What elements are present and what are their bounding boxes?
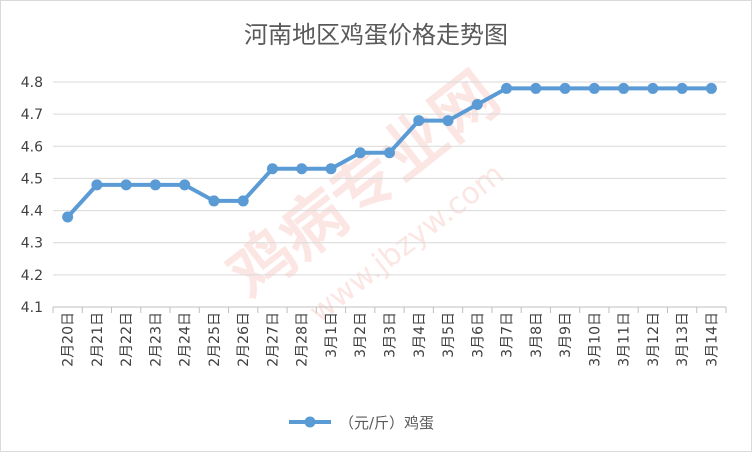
data-point[interactable] (501, 82, 513, 94)
data-point[interactable] (62, 211, 74, 223)
x-tick-label: 2月23日 (148, 312, 164, 367)
legend-marker-swatch (304, 416, 316, 428)
x-tick-label: 3月10日 (587, 312, 603, 367)
x-tick-label: 3月4日 (412, 312, 428, 358)
x-tick-label: 3月12日 (646, 312, 662, 367)
x-tick-label: 3月3日 (383, 312, 399, 358)
x-tick-label: 2月28日 (295, 312, 311, 367)
data-point[interactable] (91, 179, 103, 191)
x-tick-label: 3月6日 (470, 312, 486, 358)
x-axis (52, 306, 727, 313)
x-tick-label: 3月9日 (558, 312, 574, 358)
x-tick-label: 3月11日 (617, 312, 633, 367)
x-tick-label: 3月13日 (675, 312, 691, 367)
data-point[interactable] (296, 163, 308, 175)
data-point[interactable] (120, 179, 132, 191)
data-point[interactable] (179, 179, 191, 191)
x-tick-label: 3月8日 (529, 312, 545, 358)
x-tick-label: 3月1日 (324, 312, 340, 358)
y-axis-ticks: 4.1 4.2 4.3 4.4 4.5 4.6 4.7 4.8 (21, 75, 43, 316)
x-tick-label: 2月20日 (61, 312, 77, 367)
x-tick-label: 3月7日 (500, 312, 516, 358)
legend[interactable]: （元/斤）鸡蛋 (289, 414, 434, 432)
watermark: 鸡病专业网 www.jbzyw.com (215, 58, 513, 330)
data-point[interactable] (354, 147, 366, 159)
data-point[interactable] (705, 82, 717, 94)
data-point[interactable] (149, 179, 161, 191)
y-tick-label: 4.3 (21, 236, 43, 252)
data-point[interactable] (676, 82, 688, 94)
x-tick-label: 2月24日 (178, 312, 194, 367)
data-point[interactable] (588, 82, 600, 94)
data-point[interactable] (471, 99, 483, 110)
x-tick-label: 3月14日 (704, 312, 720, 367)
y-tick-label: 4.6 (21, 139, 43, 155)
y-tick-label: 4.1 (21, 300, 43, 316)
chart-title: 河南地区鸡蛋价格走势图 (244, 21, 508, 49)
legend-label: （元/斤）鸡蛋 (339, 414, 434, 432)
x-tick-label: 2月25日 (207, 312, 223, 367)
x-tick-label: 2月27日 (265, 312, 281, 367)
y-tick-label: 4.7 (21, 107, 43, 123)
gridlines (53, 81, 726, 276)
data-point[interactable] (384, 147, 395, 159)
data-point[interactable] (266, 163, 278, 175)
data-point[interactable] (559, 82, 571, 94)
series-layer (62, 82, 717, 223)
y-tick-label: 4.4 (21, 204, 43, 220)
x-tick-label: 2月21日 (90, 312, 106, 367)
data-point[interactable] (530, 82, 542, 94)
y-tick-label: 4.5 (21, 171, 43, 187)
data-point[interactable] (442, 115, 454, 127)
x-tick-label: 3月5日 (441, 312, 457, 358)
data-point[interactable] (413, 115, 425, 127)
x-axis-ticks: 2月20日 2月21日 2月22日 2月23日 2月24日 2月25日 2月26日 2月27日… (61, 312, 721, 367)
y-tick-label: 4.2 (21, 268, 43, 284)
x-tick-label: 2月22日 (119, 312, 135, 367)
data-point[interactable] (618, 82, 630, 94)
x-tick-label: 3月2日 (353, 312, 369, 358)
data-point[interactable] (325, 163, 337, 175)
data-point[interactable] (647, 82, 659, 94)
data-point[interactable] (237, 195, 249, 207)
y-tick-label: 4.8 (21, 75, 43, 91)
data-point[interactable] (208, 195, 220, 207)
x-tick-label: 2月26日 (236, 312, 252, 367)
